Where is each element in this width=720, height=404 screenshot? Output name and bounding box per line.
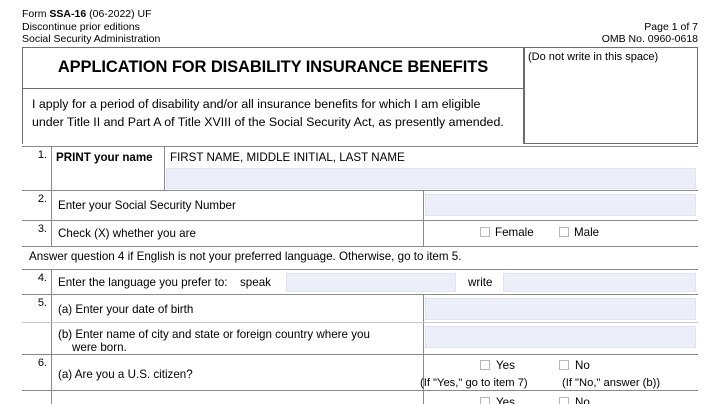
- divider-number-column: [51, 221, 52, 246]
- form-row-item6a: 6. (a) Are you a U.S. citizen? Yes No (I…: [22, 354, 698, 390]
- page-title: APPLICATION FOR DISABILITY INSURANCE BEN…: [57, 58, 489, 76]
- divider-name-label: [164, 147, 165, 190]
- form-header-right: Page 1 of 7 OMB No. 0960-0618: [602, 21, 698, 46]
- item4-number-cell: 4.: [22, 270, 51, 294]
- item6a-no-label: No: [575, 359, 590, 372]
- divider-number-column: [51, 391, 52, 404]
- form-number-line: Form SSA-16 (06-2022) UF: [22, 8, 152, 20]
- item1-number: 1.: [37, 149, 47, 161]
- item4-speak-label: speak: [240, 276, 271, 289]
- do-not-write-box: (Do not write in this space): [524, 48, 698, 144]
- divider-number-column: [51, 191, 52, 220]
- item3-female-label: Female: [495, 226, 534, 239]
- item5b-label-line1: (b) Enter name of city and state or fore…: [58, 328, 370, 341]
- divider-number-column: [51, 270, 52, 294]
- apply-statement: I apply for a period of disability and/o…: [32, 97, 504, 129]
- item6a-label: (a) Are you a U.S. citizen?: [58, 368, 193, 381]
- item6a-yes-label: Yes: [496, 359, 515, 372]
- form-number: SSA-16: [49, 8, 87, 20]
- item4-label: Enter the language you prefer to:: [58, 276, 228, 289]
- item4-write-label: write: [468, 276, 493, 289]
- divider-answer-column: [423, 323, 424, 354]
- item3-number-cell: 3.: [22, 221, 51, 246]
- form-row-item3: 3. Check (X) whether you are Female Male: [22, 220, 698, 246]
- form-row-item6b: Yes No: [22, 390, 698, 404]
- form-row-item5b: (b) Enter name of city and state or fore…: [22, 322, 698, 354]
- english-note: Answer question 4 if English is not your…: [29, 250, 462, 263]
- item6a-no-hint: (If "No," answer (b)): [562, 377, 661, 389]
- item6a-no-checkbox[interactable]: [559, 360, 569, 370]
- form-header-left: Form SSA-16 (06-2022) UF Discontinue pri…: [22, 8, 160, 46]
- item5a-label: (a) Enter your date of birth: [58, 303, 194, 316]
- item6b-no-checkbox[interactable]: [559, 397, 569, 404]
- form-row-item2: 2. Enter your Social Security Number: [22, 190, 698, 220]
- form-row-item4: 4. Enter the language you prefer to: spe…: [22, 269, 698, 294]
- divider-number-column: [51, 295, 52, 322]
- item6b-yes-checkbox[interactable]: [480, 397, 490, 404]
- item3-male-checkbox[interactable]: [559, 227, 569, 237]
- item5b-number-cell: [22, 323, 51, 354]
- item6b-no-label: No: [575, 396, 590, 404]
- form-row-english-note: Answer question 4 if English is not your…: [22, 246, 698, 269]
- title-box: APPLICATION FOR DISABILITY INSURANCE BEN…: [22, 48, 524, 88]
- header-rule-left: [22, 47, 524, 48]
- header-rule-right: [524, 47, 698, 48]
- item1-field-caption: FIRST NAME, MIDDLE INITIAL, LAST NAME: [170, 151, 405, 164]
- item6b-yes-label: Yes: [496, 396, 515, 404]
- item6b-number-cell: [22, 391, 51, 404]
- item5b-label-line2: were born.: [72, 341, 127, 354]
- item5a-dob-input[interactable]: [425, 298, 696, 320]
- do-not-write-label: (Do not write in this space): [528, 51, 659, 63]
- item2-label: Enter your Social Security Number: [58, 199, 236, 212]
- form-table: 1. PRINT your name FIRST NAME, MIDDLE IN…: [22, 146, 698, 404]
- discontinue-line: Discontinue prior editions: [22, 20, 140, 33]
- divider-answer-column: [423, 355, 424, 390]
- item1-label: PRINT your name: [56, 151, 153, 164]
- item5-number: 5.: [37, 297, 47, 309]
- item5b-birthplace-input[interactable]: [425, 326, 696, 348]
- item3-label: Check (X) whether you are: [58, 227, 196, 240]
- item4-speak-input[interactable]: [286, 273, 456, 292]
- item4-number: 4.: [37, 272, 47, 284]
- item1-number-cell: 1.: [22, 147, 51, 190]
- apply-statement-box: I apply for a period of disability and/o…: [22, 89, 524, 144]
- form-row-item5a: 5. (a) Enter your date of birth: [22, 294, 698, 322]
- title-rule: [22, 88, 524, 89]
- item6-number-cell: 6.: [22, 355, 51, 390]
- form-header: Form SSA-16 (06-2022) UF Discontinue pri…: [22, 8, 698, 50]
- divider-number-column: [51, 355, 52, 390]
- item3-number: 3.: [37, 223, 47, 235]
- item3-female-checkbox[interactable]: [480, 227, 490, 237]
- item3-male-label: Male: [574, 226, 600, 239]
- form-row-item1: 1. PRINT your name FIRST NAME, MIDDLE IN…: [22, 146, 698, 190]
- divider-answer-column: [423, 191, 424, 220]
- item2-number-cell: 2.: [22, 191, 51, 220]
- item6-number: 6.: [37, 357, 47, 369]
- agency-line: Social Security Administration: [22, 33, 161, 46]
- item2-ssn-input[interactable]: [425, 194, 696, 216]
- item6a-yes-hint: (If "Yes," go to item 7): [420, 377, 528, 389]
- item4-write-input[interactable]: [503, 273, 696, 292]
- item6a-yes-checkbox[interactable]: [480, 360, 490, 370]
- item5-number-cell: 5.: [22, 295, 51, 322]
- divider-answer-column: [423, 295, 424, 322]
- divider-answer-column: [423, 391, 424, 404]
- divider-number-column: [51, 323, 52, 354]
- item2-number: 2.: [37, 193, 47, 205]
- page-number: Page 1 of 7: [644, 20, 698, 33]
- divider-number-column: [51, 147, 52, 190]
- item1-name-input[interactable]: [166, 168, 696, 189]
- divider-answer-column: [423, 221, 424, 246]
- omb-number: OMB No. 0960-0618: [601, 33, 698, 46]
